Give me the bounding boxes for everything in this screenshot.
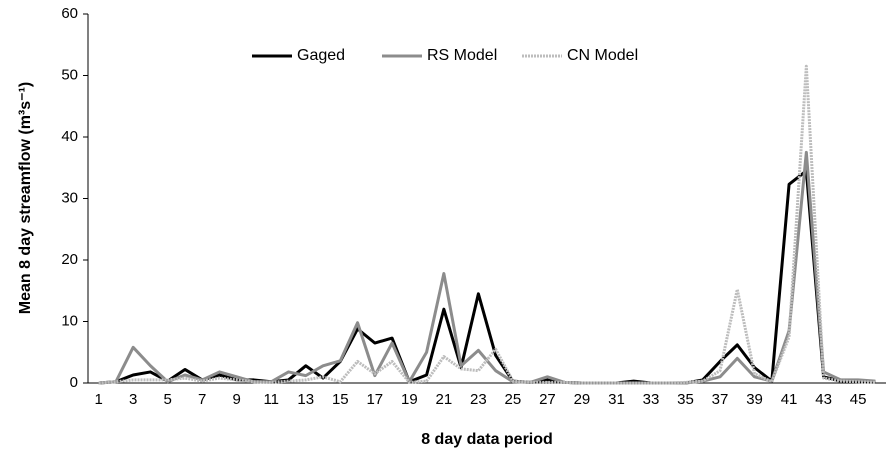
x-tick-label: 5	[164, 391, 172, 408]
y-tick-label: 10	[61, 312, 78, 329]
x-tick-label: 45	[850, 391, 867, 408]
x-tick-label: 27	[539, 391, 556, 408]
x-tick-label: 17	[366, 391, 383, 408]
x-tick-label: 39	[746, 391, 763, 408]
x-tick-label: 13	[297, 391, 314, 408]
x-tick-label: 43	[815, 391, 832, 408]
x-tick-label: 41	[781, 391, 798, 408]
x-tick-label: 3	[129, 391, 137, 408]
y-tick-label: 30	[61, 189, 78, 206]
x-tick-label: 1	[94, 391, 102, 408]
x-tick-label: 21	[436, 391, 453, 408]
x-tick-label: 33	[643, 391, 660, 408]
x-tick-label: 31	[608, 391, 625, 408]
series-line	[98, 150, 876, 385]
legend-label: Gaged	[297, 47, 345, 64]
x-axis-title: 8 day data period	[421, 431, 553, 448]
y-tick-label: 60	[61, 5, 78, 22]
x-tick-label: 35	[677, 391, 694, 408]
x-tick-label: 7	[198, 391, 206, 408]
x-tick-label: 11	[263, 391, 279, 408]
x-tick-label: 19	[401, 391, 418, 408]
x-tick-label: 23	[470, 391, 487, 408]
x-tick-label: 9	[233, 391, 241, 408]
x-tick-label: 29	[574, 391, 591, 408]
legend-label: CN Model	[567, 47, 638, 64]
y-tick-label: 20	[61, 251, 78, 268]
y-tick-label: 40	[61, 128, 78, 145]
series-line	[98, 64, 876, 385]
x-tick-label: 37	[712, 391, 729, 408]
series-line	[98, 169, 876, 385]
y-tick-label: 50	[61, 66, 78, 83]
x-tick-label: 15	[332, 391, 349, 408]
y-tick-label: 0	[70, 374, 78, 391]
y-axis-title: Mean 8 day streamflow (m³s⁻¹)	[17, 82, 34, 315]
x-tick-label: 25	[505, 391, 522, 408]
legend-label: RS Model	[427, 47, 497, 64]
